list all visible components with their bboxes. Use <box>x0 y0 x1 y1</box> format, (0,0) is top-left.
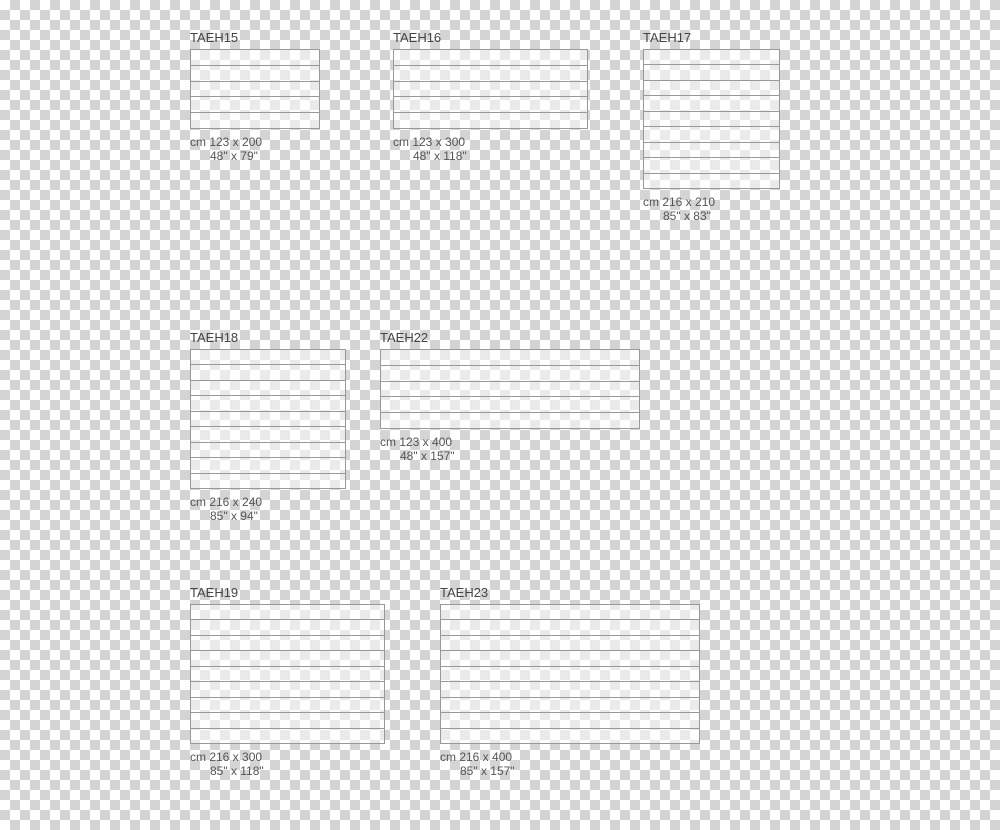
plank-line <box>191 667 384 682</box>
plank-line <box>381 366 639 382</box>
drawing-title: TAEH18 <box>190 330 346 345</box>
plank-line <box>191 82 319 98</box>
plank-line <box>191 50 319 66</box>
dimension-inches: 85" x 157" <box>440 764 700 778</box>
dimension-inches: 48" x 157" <box>380 449 640 463</box>
plank-line <box>381 397 639 413</box>
plank-line <box>644 158 779 173</box>
plan-view <box>393 49 588 129</box>
plank-line <box>191 381 345 396</box>
dimension-inches: 48" x 79" <box>190 149 320 163</box>
plan-view <box>380 349 640 429</box>
plank-line <box>191 729 384 743</box>
plank-line <box>394 50 587 66</box>
dimensions-block: cm 123 x 40048" x 157" <box>380 435 640 463</box>
drawing-title: TAEH22 <box>380 330 640 345</box>
dimensions-block: cm 123 x 20048" x 79" <box>190 135 320 163</box>
plank-line <box>644 143 779 158</box>
plank-line <box>191 474 345 488</box>
dimensions-block: cm 216 x 40085" x 157" <box>440 750 700 778</box>
plank-line <box>191 427 345 442</box>
plan-view <box>190 349 346 489</box>
plank-line <box>441 651 699 666</box>
drawing-taeh23: TAEH23 cm 216 x 40085" x 157" <box>440 585 700 778</box>
plank-line <box>644 65 779 80</box>
dimension-cm: cm 216 x 240 <box>190 495 346 509</box>
dimension-cm: cm 123 x 400 <box>380 435 640 449</box>
drawing-title: TAEH16 <box>393 30 588 45</box>
plank-line <box>191 651 384 666</box>
plank-line <box>191 458 345 473</box>
plank-line <box>191 713 384 728</box>
plank-line <box>441 698 699 713</box>
plank-line <box>441 605 699 620</box>
dimension-cm: cm 123 x 200 <box>190 135 320 149</box>
plank-line <box>381 413 639 428</box>
plank-line <box>441 729 699 743</box>
plank-line <box>644 174 779 188</box>
plank-line <box>191 350 345 365</box>
plank-line <box>191 412 345 427</box>
plank-line <box>191 443 345 458</box>
plank-line <box>394 113 587 128</box>
drawing-taeh15: TAEH15 cm 123 x 20048" x 79" <box>190 30 320 163</box>
plank-line <box>191 97 319 113</box>
drawing-taeh16: TAEH16 cm 123 x 30048" x 118" <box>393 30 588 163</box>
plank-line <box>191 396 345 411</box>
plank-line <box>191 365 345 380</box>
drawing-taeh22: TAEH22 cm 123 x 40048" x 157" <box>380 330 640 463</box>
plan-view <box>643 49 780 189</box>
plank-line <box>644 112 779 127</box>
plank-line <box>191 682 384 697</box>
drawing-taeh19: TAEH19 cm 216 x 30085" x 118" <box>190 585 385 778</box>
dimension-cm: cm 216 x 210 <box>643 195 780 209</box>
dimensions-block: cm 123 x 30048" x 118" <box>393 135 588 163</box>
plank-line <box>191 113 319 128</box>
plan-view <box>190 49 320 129</box>
drawing-title: TAEH15 <box>190 30 320 45</box>
drawing-title: TAEH23 <box>440 585 700 600</box>
drawing-title: TAEH17 <box>643 30 780 45</box>
dimension-inches: 85" x 83" <box>643 209 780 223</box>
plank-line <box>394 82 587 98</box>
dimension-cm: cm 123 x 300 <box>393 135 588 149</box>
drawing-taeh18: TAEH18 cm 216 x 24085" x 94" <box>190 330 346 523</box>
plank-line <box>441 713 699 728</box>
dimensions-block: cm 216 x 24085" x 94" <box>190 495 346 523</box>
plank-line <box>644 127 779 142</box>
dimensions-block: cm 216 x 30085" x 118" <box>190 750 385 778</box>
plank-line <box>394 97 587 113</box>
plank-line <box>441 682 699 697</box>
drawing-title: TAEH19 <box>190 585 385 600</box>
plank-line <box>644 81 779 96</box>
plank-line <box>441 667 699 682</box>
dimension-inches: 48" x 118" <box>393 149 588 163</box>
plank-line <box>381 382 639 398</box>
plank-line <box>191 605 384 620</box>
drawing-taeh17: TAEH17 cm 216 x 21085" x 83" <box>643 30 780 223</box>
plan-view <box>440 604 700 744</box>
plank-line <box>191 698 384 713</box>
dimension-cm: cm 216 x 300 <box>190 750 385 764</box>
dimensions-block: cm 216 x 21085" x 83" <box>643 195 780 223</box>
plan-view <box>190 604 385 744</box>
plank-line <box>381 350 639 366</box>
plank-line <box>191 66 319 82</box>
plank-line <box>644 96 779 111</box>
dimension-inches: 85" x 118" <box>190 764 385 778</box>
dimension-inches: 85" x 94" <box>190 509 346 523</box>
plank-line <box>191 620 384 635</box>
plank-line <box>644 50 779 65</box>
plank-line <box>441 620 699 635</box>
plank-line <box>394 66 587 82</box>
plank-line <box>191 636 384 651</box>
dimension-cm: cm 216 x 400 <box>440 750 700 764</box>
plank-line <box>441 636 699 651</box>
